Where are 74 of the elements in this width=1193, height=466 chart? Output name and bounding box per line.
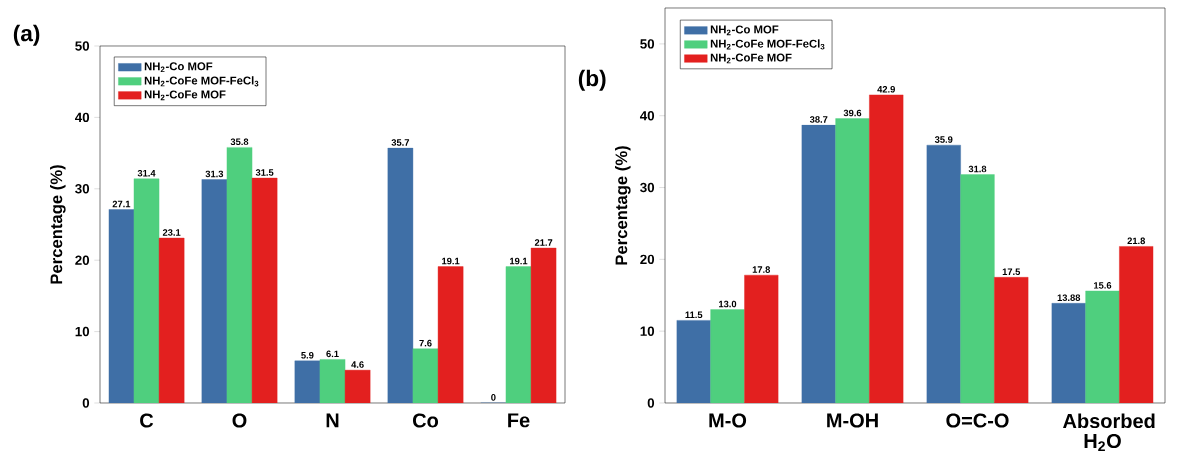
data-label: 31.5 xyxy=(255,169,274,176)
x-tick-label: O xyxy=(232,413,247,428)
y-tick-label: 30 xyxy=(75,184,90,194)
data-label: 15.6 xyxy=(1094,282,1112,289)
legend-label: NH$_{2}$-CoFe MOF-FeCl$_{3}$ xyxy=(710,39,825,50)
y-tick-label: 10 xyxy=(75,326,90,337)
x-tick-label: C xyxy=(140,413,154,428)
data-label: 5.9 xyxy=(301,352,314,359)
legend-label: NH$_{2}$-CoFe MOF xyxy=(710,53,792,64)
bar xyxy=(294,360,321,403)
bar xyxy=(387,147,414,403)
chart-title: (a) xyxy=(13,24,40,46)
data-label: 13.0 xyxy=(719,300,737,308)
y-tick-label: 20 xyxy=(640,254,655,265)
y-tick-label: 10 xyxy=(640,326,655,336)
bar xyxy=(744,274,779,403)
data-label: 21.8 xyxy=(1127,237,1146,245)
y-tick-label: 40 xyxy=(639,111,655,121)
legend-label: NH$_{2}$-Co MOF xyxy=(710,25,779,36)
data-label: 35.9 xyxy=(934,136,953,143)
bar xyxy=(960,174,995,403)
bar xyxy=(835,118,870,403)
y-axis-title: Percentage (%) xyxy=(615,146,631,265)
bar xyxy=(869,94,904,403)
bar xyxy=(801,124,836,403)
data-label: 35.8 xyxy=(230,138,249,146)
data-label: 0 xyxy=(491,394,496,401)
x-tick-label: M-OH xyxy=(827,413,878,428)
data-label: 23.1 xyxy=(162,229,181,236)
x-tick-label: O=C-O xyxy=(946,413,1009,428)
data-label: 39.6 xyxy=(843,109,862,117)
y-tick-label: 0 xyxy=(647,398,655,408)
y-axis-title: Percentage (%) xyxy=(50,165,66,284)
data-label: 11.5 xyxy=(685,311,703,319)
data-label: 31.8 xyxy=(968,165,987,173)
bar xyxy=(108,209,135,403)
x-tick-label: Fe xyxy=(508,413,530,428)
data-label: 42.9 xyxy=(877,86,895,93)
bar xyxy=(201,179,228,403)
data-label: 31.3 xyxy=(205,170,224,178)
data-label: 17.5 xyxy=(1002,268,1021,276)
data-label: 19.1 xyxy=(510,257,528,265)
y-tick-label: 50 xyxy=(640,39,655,49)
data-label: 35.7 xyxy=(391,139,410,146)
legend-label: NH$_{2}$-CoFe MOF xyxy=(144,90,226,101)
data-label: 4.6 xyxy=(351,361,364,368)
data-label: 21.7 xyxy=(534,239,553,246)
y-tick-label: 40 xyxy=(74,112,90,123)
data-label: 19.1 xyxy=(442,257,460,265)
bar xyxy=(1085,290,1120,403)
bar xyxy=(1119,246,1154,403)
legend-label: NH$_{2}$-Co MOF xyxy=(144,62,213,73)
legend-label: NH$_{2}$-CoFe MOF-FeCl$_{3}$ xyxy=(144,76,259,87)
bar xyxy=(926,144,961,403)
bar xyxy=(676,320,711,403)
data-label: 38.7 xyxy=(809,116,828,123)
x-tick-label: Absorbed H$_{2}$O xyxy=(1063,413,1155,452)
x-tick-label: Co xyxy=(412,413,439,428)
data-label: 13.88 xyxy=(1057,294,1081,302)
x-tick-label: N xyxy=(326,413,339,428)
y-tick-label: 30 xyxy=(640,182,655,193)
bar xyxy=(994,277,1029,403)
data-label: 17.8 xyxy=(752,266,771,273)
y-tick-label: 20 xyxy=(75,255,90,265)
data-label: 6.1 xyxy=(326,350,339,358)
data-label: 7.6 xyxy=(419,339,432,347)
y-tick-label: 0 xyxy=(82,398,90,408)
y-tick-label: 50 xyxy=(75,41,90,51)
bar xyxy=(710,309,745,403)
x-tick-label: M-O xyxy=(709,413,747,428)
data-label: 27.1 xyxy=(112,200,131,208)
data-label: 31.4 xyxy=(137,169,156,177)
bar xyxy=(1051,303,1086,403)
text: (b) xyxy=(578,69,606,91)
